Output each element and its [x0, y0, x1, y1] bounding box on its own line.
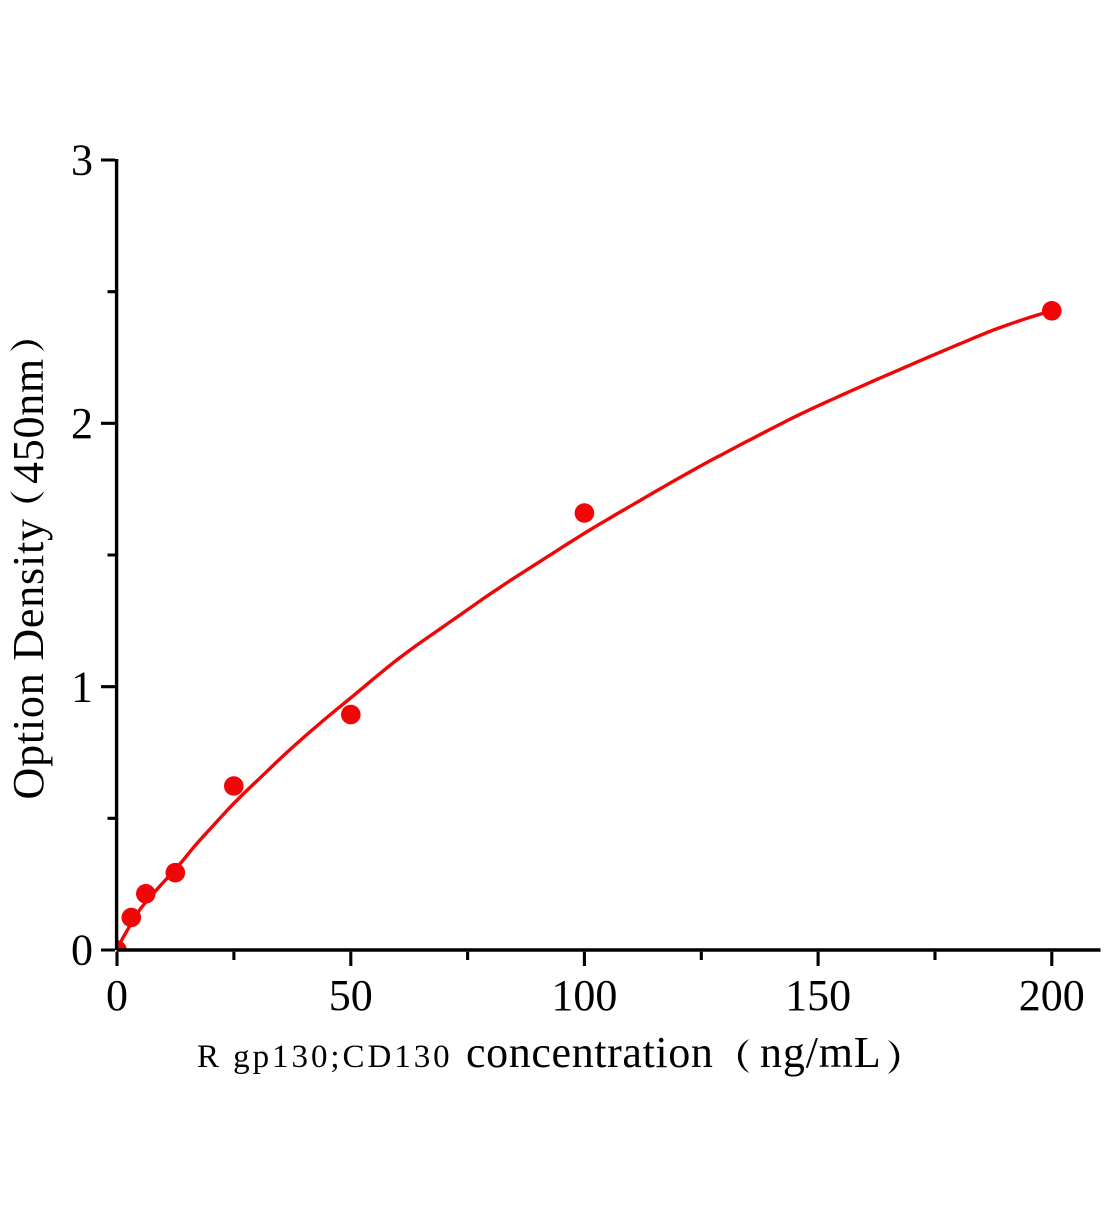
- svg-text:150: 150: [785, 971, 851, 1020]
- svg-text:450nm: 450nm: [4, 358, 53, 484]
- svg-text:2: 2: [71, 399, 93, 448]
- svg-text:50: 50: [329, 971, 373, 1020]
- svg-text:200: 200: [1019, 971, 1085, 1020]
- svg-text:ng/mL: ng/mL: [760, 1028, 882, 1077]
- svg-text:0: 0: [71, 926, 93, 975]
- svg-text:R gp130;CD130: R gp130;CD130: [197, 1039, 453, 1075]
- svg-text:Option Density: Option Density: [4, 518, 53, 799]
- svg-text:1: 1: [71, 662, 93, 711]
- svg-text:3: 3: [71, 136, 93, 185]
- svg-text:concentration: concentration: [466, 1028, 714, 1077]
- svg-text:100: 100: [551, 971, 617, 1020]
- svg-text:0: 0: [106, 971, 128, 1020]
